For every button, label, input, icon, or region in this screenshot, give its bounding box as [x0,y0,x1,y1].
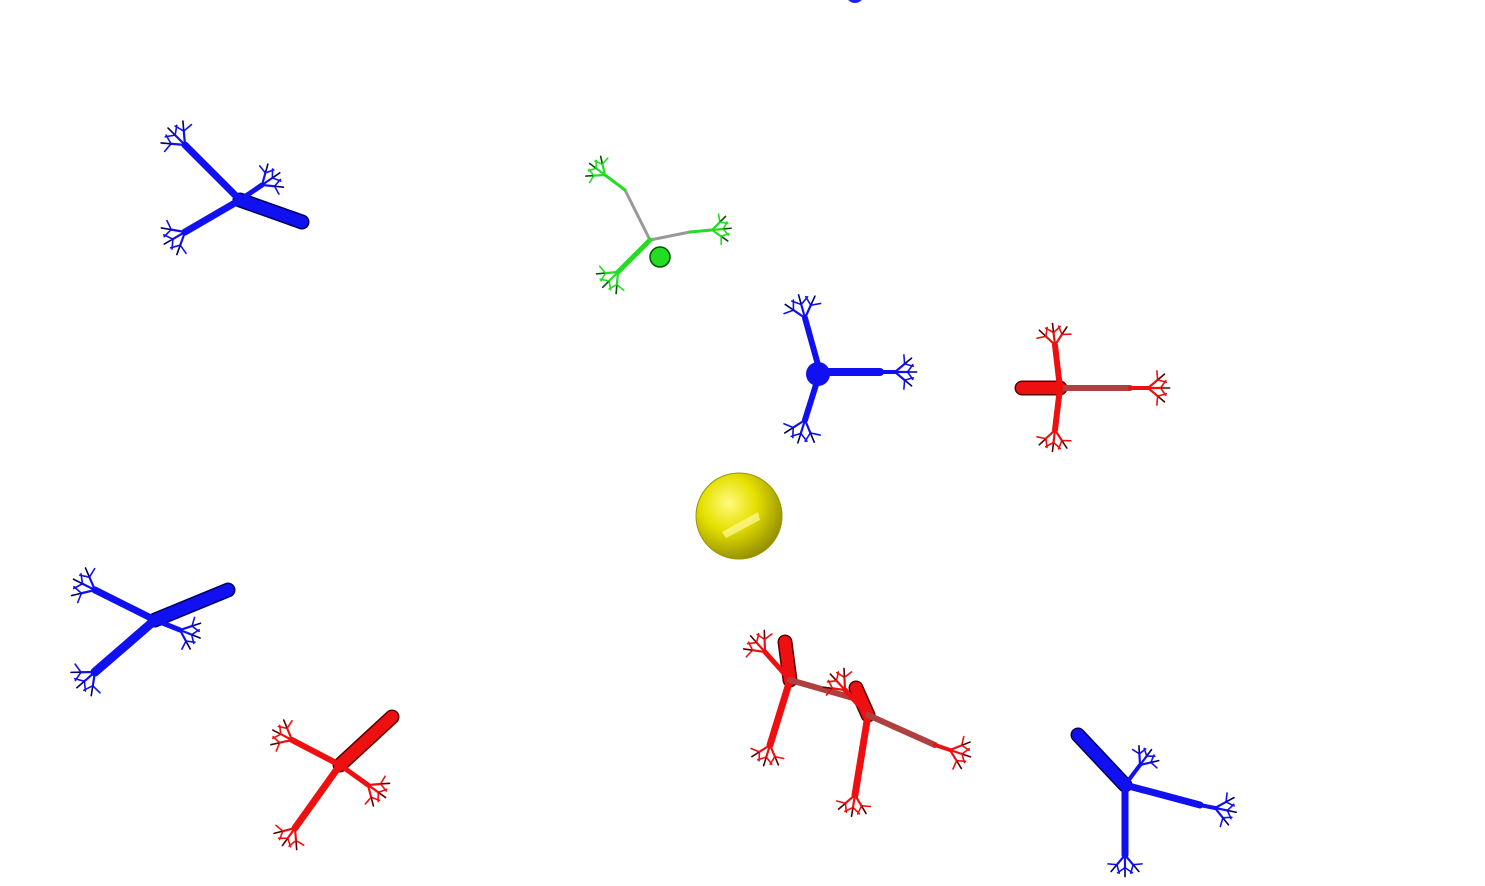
molecule-red-bottom-left[interactable] [270,709,400,851]
molecule-blue-left[interactable] [70,567,236,697]
molecule-blue-bottom-right[interactable] [1070,727,1237,878]
yellow-ion-sphere[interactable] [695,472,783,560]
molecule-red-right[interactable] [1014,322,1171,453]
molecule-green-top[interactable] [585,155,732,295]
partial-atom-top-edge [848,0,862,3]
molecule-blue-top-left[interactable] [160,120,310,256]
molecule-blue-center[interactable] [783,294,918,444]
molecule-red-bottom-center[interactable] [742,629,972,818]
